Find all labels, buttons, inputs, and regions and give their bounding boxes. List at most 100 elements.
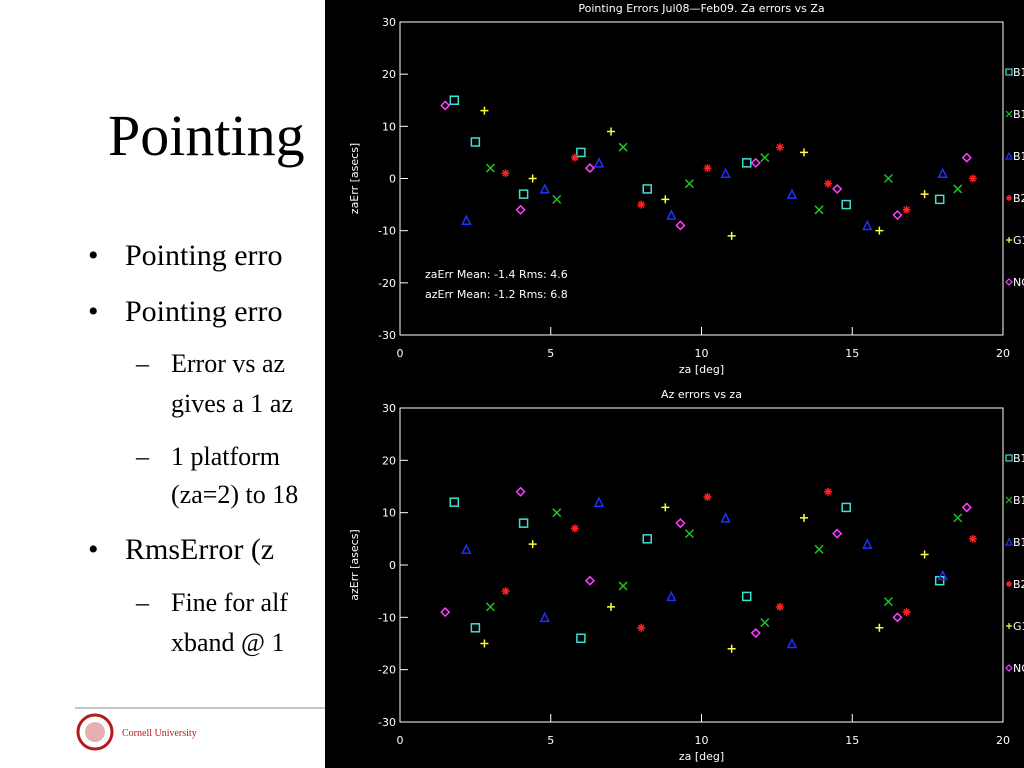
point [862, 219, 873, 231]
point [501, 587, 510, 596]
point [440, 607, 451, 618]
plot-panel [325, 0, 1024, 768]
point [775, 143, 784, 152]
sub-bullet: 1 platform [171, 442, 280, 471]
point [814, 205, 824, 215]
point [832, 528, 843, 539]
y-tick-label: 10 [382, 120, 396, 133]
bullet: Pointing erro [125, 295, 283, 328]
point [501, 169, 510, 178]
x-tick-label: 15 [845, 734, 859, 747]
point [684, 529, 694, 539]
point [883, 173, 893, 184]
plots: Pointing Errors Jul08—Feb09. Za errors v… [348, 2, 1024, 763]
point [607, 602, 616, 611]
legend-symbol [1005, 110, 1013, 118]
point [824, 179, 833, 188]
point [832, 183, 843, 194]
point [552, 508, 562, 518]
point [480, 106, 489, 115]
y-tick-label: 20 [382, 68, 396, 81]
point [953, 184, 963, 194]
y-tick-label: 30 [382, 16, 396, 29]
point [703, 492, 712, 501]
y-tick-label: 30 [382, 402, 396, 415]
point [666, 590, 677, 602]
legend-symbol [1006, 195, 1012, 201]
point [961, 502, 972, 513]
footer-text: Cornell University [122, 728, 197, 739]
point [720, 167, 731, 179]
legend-symbol [1005, 496, 1013, 504]
point [461, 543, 472, 555]
point [720, 512, 731, 523]
sub-bullet: xband @ 1 [171, 628, 284, 657]
point [814, 544, 824, 554]
point [661, 195, 670, 204]
point [786, 637, 798, 649]
point [661, 503, 670, 512]
point [750, 157, 761, 168]
point [800, 148, 809, 157]
point [862, 538, 873, 549]
legend-label: B1 [1013, 452, 1024, 465]
point [528, 174, 537, 183]
bullet-dot: • [88, 533, 99, 566]
sub-bullet: Fine for alf [171, 588, 288, 617]
x-tick-label: 20 [996, 347, 1010, 360]
x-tick-label: 0 [397, 347, 404, 360]
point [934, 194, 945, 205]
legend-label: B1 [1013, 108, 1024, 121]
point [937, 167, 948, 179]
bullet-dot: • [88, 295, 99, 328]
legend-symbol [1005, 151, 1013, 160]
annotation: zaErr Mean: -1.4 Rms: 4.6 [425, 268, 568, 281]
point [786, 188, 798, 199]
point [892, 209, 903, 221]
slide-title: Pointing [108, 103, 305, 168]
point [775, 602, 784, 611]
y-tick-label: -20 [378, 277, 396, 290]
legend-symbol [1005, 278, 1013, 286]
y-tick-label: 0 [389, 173, 396, 186]
legend-label: NG [1013, 662, 1024, 675]
y-tick-label: 0 [389, 559, 396, 572]
legend-label: B2 [1013, 578, 1024, 591]
x-axis-label: za [deg] [679, 363, 724, 376]
point [684, 179, 694, 189]
point [883, 597, 893, 607]
legend-label: NG [1013, 276, 1024, 289]
chart-title: Pointing Errors Jul08—Feb09. Za errors v… [578, 2, 824, 15]
point [539, 183, 550, 194]
y-tick-label: -10 [378, 611, 396, 624]
point [841, 199, 851, 210]
point [470, 623, 481, 633]
point [576, 147, 586, 158]
x-tick-label: 5 [547, 347, 554, 360]
point [675, 220, 686, 231]
y-tick-label: -10 [378, 225, 396, 238]
bullet-dash: – [135, 588, 150, 617]
point [637, 623, 646, 632]
point [518, 518, 529, 528]
point [485, 602, 495, 612]
y-axis-label: zaErr [asecs] [348, 143, 361, 214]
x-tick-label: 10 [695, 347, 709, 360]
y-tick-label: 10 [382, 507, 396, 520]
point [892, 612, 903, 623]
point [584, 163, 596, 174]
point [920, 190, 929, 199]
point [539, 611, 550, 623]
chart-title: Az errors vs za [661, 388, 742, 401]
point [800, 513, 809, 522]
sub-bullet: gives a 1 az [171, 389, 293, 418]
point [760, 153, 770, 163]
point [902, 205, 911, 214]
legend-label: B1 [1013, 536, 1024, 549]
x-tick-label: 5 [547, 734, 554, 747]
point [440, 100, 451, 111]
bullets: • Pointing erro • Pointing erro – Error … [88, 239, 298, 657]
point [618, 142, 628, 152]
